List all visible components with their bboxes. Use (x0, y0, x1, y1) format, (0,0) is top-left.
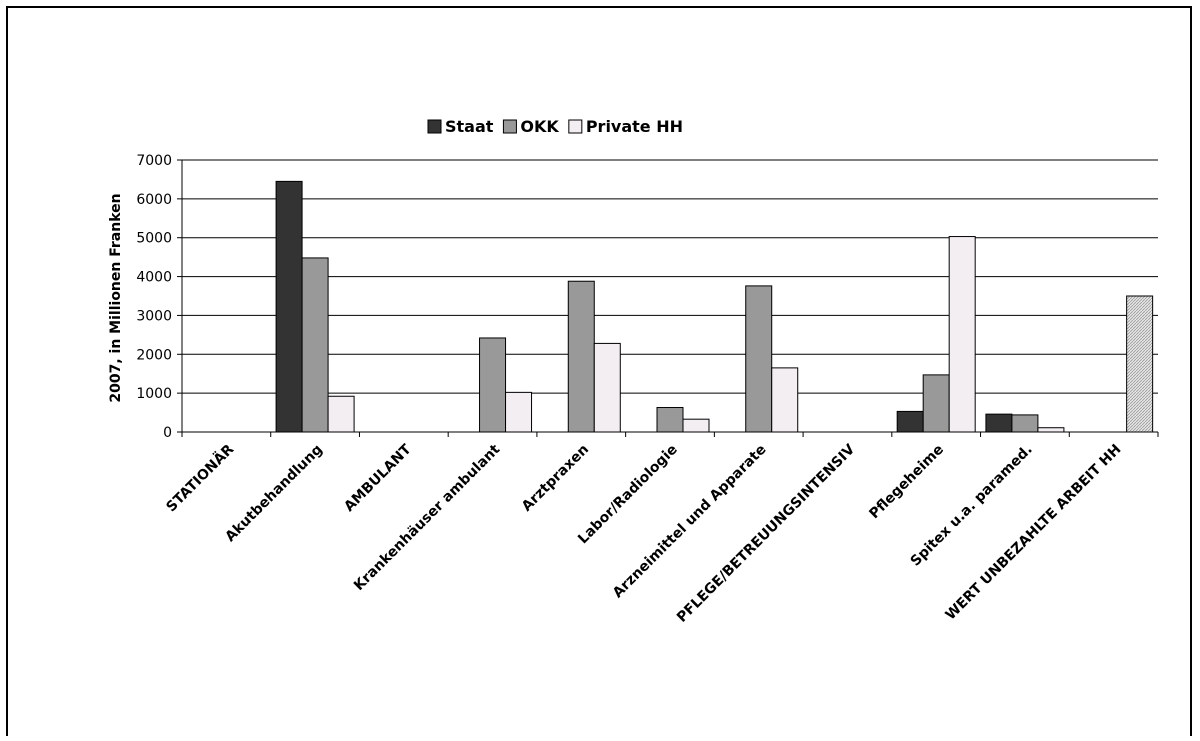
legend-swatch (568, 119, 583, 134)
y-axis-label: 2007, in Millionen Franken (108, 193, 124, 402)
legend-label: OKK (520, 117, 559, 136)
bar-okk (1011, 414, 1039, 433)
y-tick-label: 4000 (136, 270, 172, 286)
x-tick-label: Labor/Radiologie (575, 442, 681, 548)
x-tick-label: STATIONÄR (163, 441, 238, 516)
legend: Staat OKK Private HH (427, 117, 683, 136)
bar-private-hh (1037, 427, 1065, 433)
bar-okk (656, 407, 684, 433)
bar-chart: Staat OKK Private HH 2007, in Millionen Fr… (108, 117, 1159, 626)
axes (181, 160, 1159, 437)
x-tick-label: Arzneimittel und Apparate (610, 442, 770, 602)
y-tick-label: 0 (163, 425, 172, 441)
x-tick-label: WERT UNBEZAHLTE ARBEIT HH (943, 442, 1125, 624)
x-tick-label: Krankenhäuser ambulant (351, 441, 504, 594)
bar-private-hh (948, 236, 976, 433)
chart-frame: Staat OKK Private HH 2007, in Millionen Fr… (6, 6, 1192, 736)
bar-okk (567, 280, 595, 433)
bar-staat (896, 410, 924, 433)
y-tick-label: 6000 (136, 192, 172, 208)
bar-private-hh (593, 342, 621, 433)
bar-private-hh (505, 391, 533, 433)
y-tick-label: 1000 (136, 386, 172, 402)
bar-okk (301, 257, 329, 433)
legend-swatch (502, 119, 517, 134)
bar-private-hh (327, 395, 355, 433)
bar-staat (985, 413, 1013, 433)
bar-private-hh (771, 367, 799, 433)
x-tick-label: Arztpraxen (519, 442, 592, 515)
y-tick-label: 2000 (136, 347, 172, 363)
bar-staat (275, 180, 303, 433)
bar-okk (922, 374, 950, 433)
bar-okk (479, 337, 507, 433)
legend-label: Private HH (586, 117, 683, 136)
y-tick-label: 3000 (136, 308, 172, 324)
x-tick-label: Akutbehandlung (222, 442, 326, 546)
x-tick-label: AMBULANT (341, 441, 415, 515)
x-tick-label: Pflegeheime (866, 442, 947, 523)
bar-private-hh (1126, 295, 1154, 433)
bars (275, 180, 1154, 433)
legend-label: Staat (445, 117, 494, 136)
y-tick-label: 5000 (136, 231, 172, 247)
bar-okk (745, 285, 773, 433)
x-tick-label: PFLEGE/BETREUUNGSINTENSIV (674, 441, 858, 625)
y-tick-labels: 0 1000 2000 3000 4000 5000 6000 7000 (136, 153, 172, 441)
legend-swatch (427, 119, 442, 134)
gridlines (177, 159, 1158, 433)
y-tick-label: 7000 (136, 153, 172, 169)
bar-private-hh (682, 418, 710, 433)
